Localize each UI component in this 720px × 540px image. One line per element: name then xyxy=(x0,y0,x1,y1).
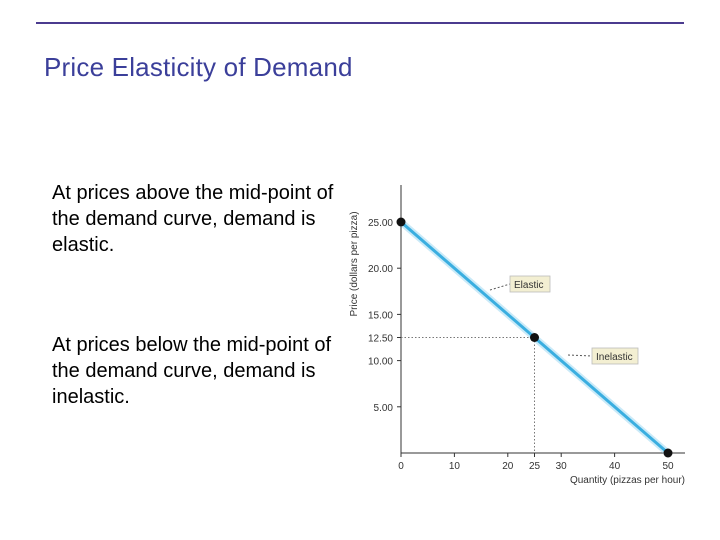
y-tick-label: 25.00 xyxy=(368,218,393,229)
x-tick-label: 0 xyxy=(398,461,404,472)
annotation-leader xyxy=(489,283,511,291)
annotation-leader xyxy=(567,354,593,357)
x-tick-label: 50 xyxy=(662,461,674,472)
y-tick-label: 10.00 xyxy=(368,357,393,368)
y-tick-label: 15.00 xyxy=(368,310,393,321)
x-tick-label: 30 xyxy=(556,461,568,472)
y-tick-label: 5.00 xyxy=(374,403,394,414)
y-axis-label: Price (dollars per pizza) xyxy=(349,211,360,316)
annotation-label: Inelastic xyxy=(596,352,633,363)
x-axis-label: Quantity (pizzas per hour) xyxy=(570,475,685,486)
demand-chart: Price (dollars per pizza) Quantity (pizza… xyxy=(349,185,685,486)
y-tick-label: 20.00 xyxy=(368,264,393,275)
demand-point xyxy=(530,333,539,342)
top-rule xyxy=(36,22,684,24)
x-tick-label: 40 xyxy=(609,461,621,472)
x-tick-label: 10 xyxy=(449,461,461,472)
x-tick-label: 20 xyxy=(502,461,514,472)
slide-title: Price Elasticity of Demand xyxy=(44,52,353,82)
bullet-inelastic: At prices below the mid-point of the dem… xyxy=(52,334,332,408)
x-tick-label: 25 xyxy=(529,461,541,472)
demand-point xyxy=(396,217,406,227)
annotation-label: Elastic xyxy=(514,280,543,291)
annotation-box xyxy=(591,347,639,365)
annotation-box xyxy=(509,275,551,293)
demand-point xyxy=(663,448,673,458)
bullet-elastic: At prices above the mid-point of the dem… xyxy=(52,182,334,256)
y-tick-label: 12.50 xyxy=(368,334,393,345)
